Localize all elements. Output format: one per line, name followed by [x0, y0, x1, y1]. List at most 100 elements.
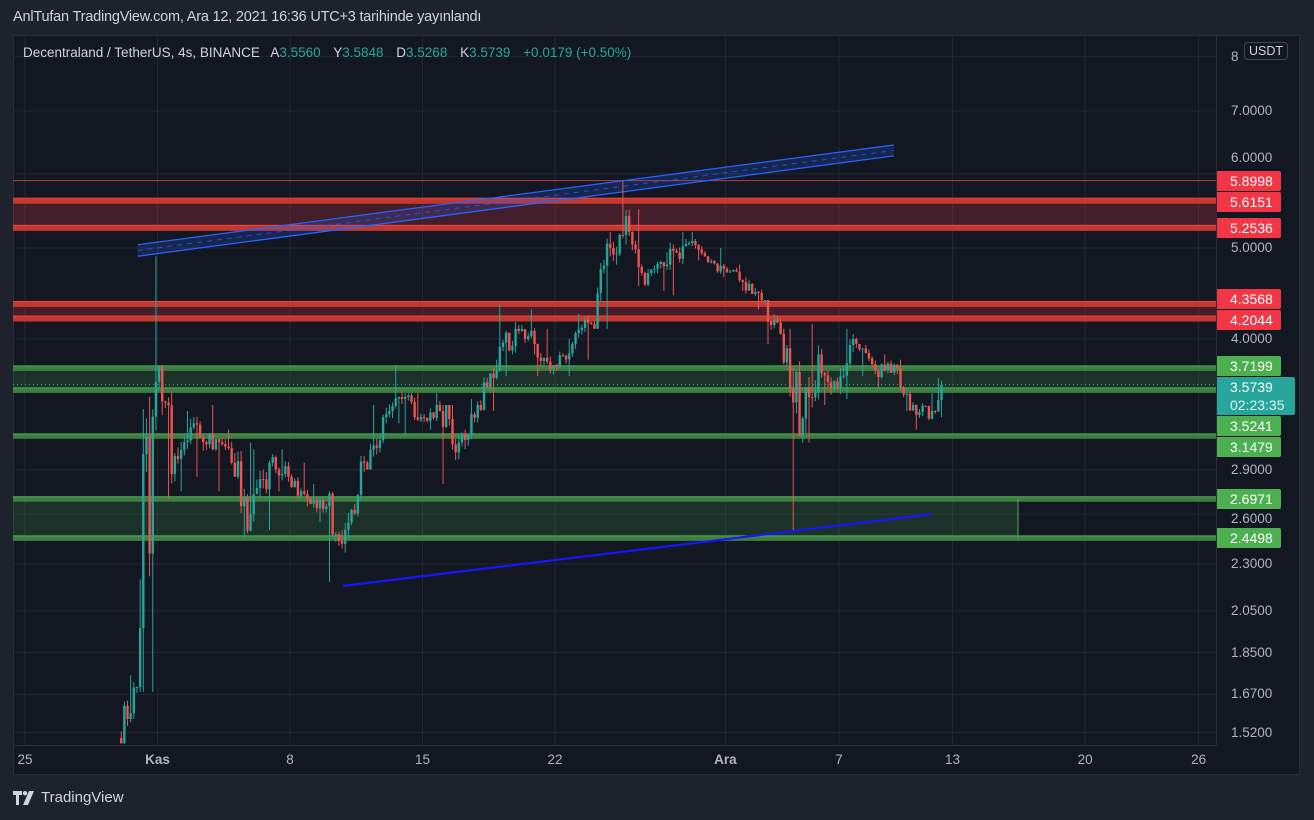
- candle-body: [908, 393, 912, 411]
- candle: [489, 372, 492, 394]
- candle-body: [839, 376, 842, 388]
- candle: [403, 393, 407, 437]
- candle: [195, 416, 199, 477]
- candle-body: [545, 357, 549, 362]
- candle: [934, 410, 937, 414]
- candle: [612, 241, 615, 261]
- candle-body: [631, 232, 634, 245]
- candle-body: [451, 418, 454, 445]
- candle-body: [262, 479, 265, 481]
- candle-body: [924, 405, 927, 407]
- candle: [788, 328, 792, 397]
- candle: [545, 328, 549, 365]
- candle: [826, 370, 830, 388]
- candle-body: [416, 417, 419, 420]
- candle: [325, 503, 328, 513]
- candle: [148, 396, 151, 577]
- candle: [527, 332, 530, 342]
- candle-body: [135, 687, 139, 689]
- candle-body: [911, 404, 915, 411]
- candle-body: [337, 534, 341, 541]
- candle: [930, 393, 934, 420]
- candle: [621, 180, 625, 239]
- candle: [769, 320, 773, 330]
- candle-body: [284, 466, 287, 475]
- tradingview-logo[interactable]: TradingView: [13, 789, 124, 806]
- candle-body: [681, 246, 685, 259]
- candlestick-chart[interactable]: [13, 35, 1216, 745]
- candle: [176, 447, 180, 464]
- candle: [337, 531, 341, 546]
- candle-body: [230, 448, 233, 463]
- candle-body: [814, 392, 817, 398]
- candle: [899, 359, 902, 391]
- channel-mid-line: [137, 149, 894, 251]
- candle: [429, 408, 432, 430]
- candle-body: [801, 418, 804, 437]
- candle: [782, 328, 785, 365]
- candle: [564, 354, 568, 364]
- symbol-name[interactable]: Decentraland / TetherUS, 4s, BINANCE: [23, 45, 260, 60]
- candle: [911, 402, 915, 411]
- candle: [650, 269, 653, 277]
- candle: [823, 371, 826, 405]
- candle-body: [287, 466, 290, 477]
- candle: [356, 494, 360, 517]
- candle: [220, 437, 224, 446]
- candle-body: [410, 395, 413, 402]
- time-tick-label: 7: [835, 752, 843, 767]
- time-axis[interactable]: 25 Kas 8 15 22 Ara 7 13 20 26: [13, 745, 1216, 776]
- candle-body: [719, 265, 722, 272]
- candle-body: [700, 249, 703, 254]
- candle-body: [766, 300, 770, 322]
- candle-body: [930, 410, 934, 419]
- chart-plot-area[interactable]: [13, 35, 1216, 745]
- candle-body: [375, 445, 378, 448]
- candle-body: [495, 370, 498, 378]
- candle-body: [388, 411, 391, 415]
- candle-body: [527, 336, 530, 339]
- candle-body: [353, 509, 356, 514]
- resistance-price-tag: 5.2536: [1217, 217, 1281, 238]
- candle: [634, 240, 637, 254]
- candle: [517, 324, 520, 335]
- candle-body: [309, 498, 312, 504]
- candle: [719, 248, 722, 274]
- candle-body: [463, 433, 467, 440]
- candle: [744, 277, 748, 294]
- candle-body: [362, 461, 366, 463]
- candle-body: [372, 445, 375, 450]
- candle: [432, 411, 435, 420]
- candle-body: [728, 271, 732, 273]
- candle-body: [220, 442, 224, 445]
- candle: [318, 496, 322, 523]
- candle-body: [880, 364, 883, 378]
- price-axis[interactable]: 8 7.0000 6.0000 5.0000 4.0000 2.9000 2.6000 2.3…: [1216, 35, 1301, 745]
- candle: [662, 261, 666, 291]
- candle-body: [940, 384, 943, 400]
- candle-body: [627, 216, 631, 233]
- high-value: 3.5848: [342, 45, 384, 60]
- candle: [331, 491, 334, 537]
- candle: [571, 341, 574, 358]
- candle: [287, 461, 290, 482]
- candle-body: [605, 243, 609, 266]
- candle-body: [552, 365, 555, 369]
- candle-body: [684, 243, 688, 247]
- currency-unit-button[interactable]: USDT: [1244, 42, 1289, 60]
- candle: [344, 522, 347, 553]
- candle: [798, 361, 801, 437]
- candle: [476, 401, 479, 423]
- candle: [618, 233, 621, 256]
- candle-body: [883, 364, 886, 371]
- candle-body: [444, 404, 448, 427]
- candle: [410, 393, 413, 405]
- candle: [627, 209, 631, 237]
- candle: [637, 209, 640, 287]
- candle: [413, 397, 416, 421]
- price-tick-label: 8: [1231, 48, 1239, 64]
- candle-body: [583, 320, 587, 328]
- candle: [347, 512, 350, 539]
- candle-body: [886, 363, 890, 371]
- candle-body: [268, 462, 271, 490]
